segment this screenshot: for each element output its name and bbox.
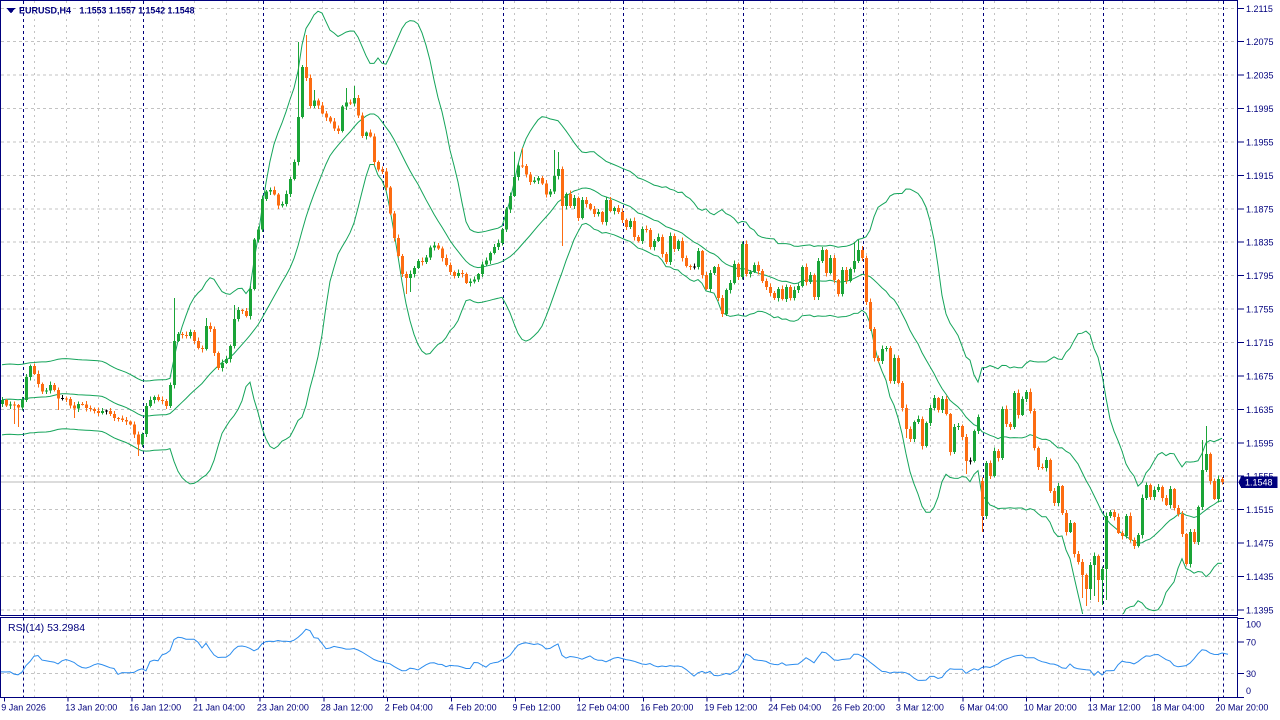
svg-text:18 Mar 04:00: 18 Mar 04:00 (1152, 703, 1205, 713)
svg-text:1.2075: 1.2075 (1246, 37, 1274, 47)
svg-text:1.1675: 1.1675 (1246, 371, 1274, 381)
svg-text:1.1548: 1.1548 (1245, 478, 1273, 488)
svg-text:1.1955: 1.1955 (1246, 138, 1274, 148)
svg-text:19 Feb 12:00: 19 Feb 12:00 (704, 703, 757, 713)
svg-text:1.1835: 1.1835 (1246, 238, 1274, 248)
svg-text:21 Jan 04:00: 21 Jan 04:00 (193, 703, 245, 713)
svg-text:26 Feb 20:00: 26 Feb 20:00 (832, 703, 885, 713)
svg-text:1.1515: 1.1515 (1246, 505, 1274, 515)
svg-text:16 Jan 12:00: 16 Jan 12:00 (129, 703, 181, 713)
svg-text:1.1795: 1.1795 (1246, 271, 1274, 281)
svg-text:4 Feb 20:00: 4 Feb 20:00 (449, 703, 497, 713)
svg-text:13 Mar 12:00: 13 Mar 12:00 (1088, 703, 1141, 713)
svg-text:1.1875: 1.1875 (1246, 204, 1274, 214)
svg-text:16 Feb 20:00: 16 Feb 20:00 (640, 703, 693, 713)
svg-text:70: 70 (1246, 638, 1256, 648)
svg-text:24 Feb 04:00: 24 Feb 04:00 (768, 703, 821, 713)
svg-text:0: 0 (1246, 686, 1251, 696)
svg-text:23 Jan 20:00: 23 Jan 20:00 (257, 703, 309, 713)
svg-text:1.1755: 1.1755 (1246, 305, 1274, 315)
svg-text:1.1995: 1.1995 (1246, 104, 1274, 114)
svg-text:13 Jan 20:00: 13 Jan 20:00 (65, 703, 117, 713)
svg-text:100: 100 (1246, 620, 1261, 630)
svg-text:12 Feb 04:00: 12 Feb 04:00 (576, 703, 629, 713)
svg-text:1.1915: 1.1915 (1246, 171, 1274, 181)
svg-text:1.1395: 1.1395 (1246, 605, 1274, 615)
svg-text:6 Mar 04:00: 6 Mar 04:00 (960, 703, 1008, 713)
svg-text:30: 30 (1246, 669, 1256, 679)
svg-text:9 Jan 2026: 9 Jan 2026 (1, 703, 46, 713)
svg-text:3 Mar 12:00: 3 Mar 12:00 (896, 703, 944, 713)
svg-text:2 Feb 04:00: 2 Feb 04:00 (385, 703, 433, 713)
svg-text:1.1595: 1.1595 (1246, 438, 1274, 448)
svg-text:9 Feb 12:00: 9 Feb 12:00 (513, 703, 561, 713)
svg-text:1.1553 1.1557 1.1542 1.1548: 1.1553 1.1557 1.1542 1.1548 (80, 6, 195, 16)
svg-text:1.2035: 1.2035 (1246, 71, 1274, 81)
svg-text:1.2115: 1.2115 (1246, 4, 1273, 14)
svg-text:1.1635: 1.1635 (1246, 405, 1274, 415)
svg-text:20 Mar 20:00: 20 Mar 20:00 (1215, 703, 1268, 713)
svg-text:10 Mar 20:00: 10 Mar 20:00 (1024, 703, 1077, 713)
svg-text:1.1475: 1.1475 (1246, 539, 1274, 549)
svg-text:EURUSD,H4: EURUSD,H4 (19, 6, 71, 16)
svg-text:28 Jan 12:00: 28 Jan 12:00 (321, 703, 373, 713)
svg-text:RSI(14) 53.2984: RSI(14) 53.2984 (8, 622, 85, 634)
svg-text:1.1715: 1.1715 (1246, 338, 1274, 348)
svg-text:1.1435: 1.1435 (1246, 572, 1274, 582)
